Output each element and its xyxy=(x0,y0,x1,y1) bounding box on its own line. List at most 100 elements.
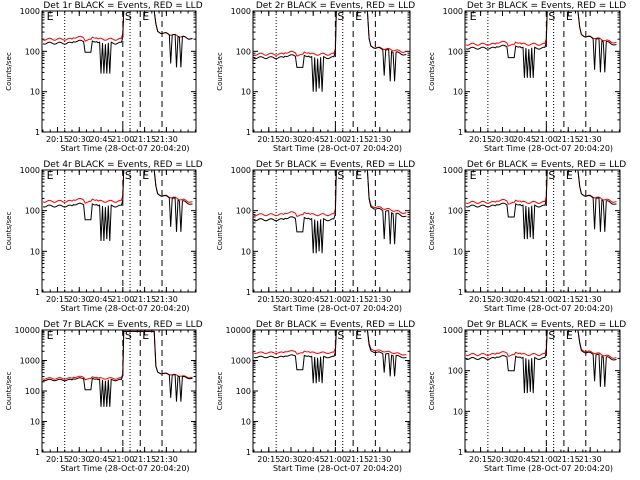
y-tick-label: 1000 xyxy=(231,166,251,175)
y-axis-label: Counts/sec xyxy=(216,372,224,411)
y-tick-label: 100 xyxy=(448,207,463,216)
y-axis-label: Counts/sec xyxy=(5,372,13,411)
x-axis-label: Start Time (28-Oct-07 20:04:20) xyxy=(273,144,402,153)
events-series-line xyxy=(42,10,193,74)
y-tick-label: 10 xyxy=(453,247,463,256)
x-tick-label: 20:15 xyxy=(469,295,492,304)
y-tick-label: 10000 xyxy=(15,326,40,335)
y-tick-label: 1000 xyxy=(443,326,463,335)
chart-title: Det 2r BLACK = Events, RED = LLD xyxy=(256,1,415,11)
x-tick-label: 21:15 xyxy=(133,295,156,304)
chart-title: Det 8r BLACK = Events, RED = LLD xyxy=(256,320,415,330)
chart-title: Det 1r BLACK = Events, RED = LLD xyxy=(43,1,202,11)
event-marker-label: S xyxy=(548,10,555,23)
chart-title: Det 3r BLACK = Events, RED = LLD xyxy=(467,1,626,11)
y-axis-label: Counts/sec xyxy=(216,52,224,91)
x-tick-label: 21:30 xyxy=(368,455,391,464)
y-tick-label: 100 xyxy=(236,387,251,396)
event-marker-label: E xyxy=(566,329,573,342)
x-axis-label: Start Time (28-Oct-07 20:04:20) xyxy=(60,464,189,473)
y-tick-label: 10 xyxy=(30,418,40,427)
y-tick-label: 1 xyxy=(458,128,463,137)
x-tick-label: 20:15 xyxy=(469,455,492,464)
y-tick-label: 10 xyxy=(241,88,251,97)
y-axis-label: Counts/sec xyxy=(5,212,13,251)
x-tick-label: 21:15 xyxy=(346,135,369,144)
x-tick-label: 21:30 xyxy=(368,135,391,144)
chart-title: Det 4r BLACK = Events, RED = LLD xyxy=(43,160,202,170)
y-tick-label: 1 xyxy=(35,288,40,297)
y-tick-label: 1 xyxy=(458,448,463,457)
x-tick-label: 20:30 xyxy=(279,295,302,304)
y-tick-label: 1000 xyxy=(20,7,40,16)
y-tick-label: 1 xyxy=(458,288,463,297)
chart-panel: Det 1r BLACK = Events, RED = LLD Counts/s… xyxy=(5,1,203,153)
event-marker-label: E xyxy=(142,169,149,182)
x-tick-label: 20:45 xyxy=(302,135,325,144)
chart-panel: Det 9r BLACK = Events, RED = LLD Counts/s… xyxy=(428,320,626,473)
event-marker-label: S xyxy=(337,10,344,23)
y-axis-label: Counts/sec xyxy=(428,212,436,251)
event-marker-label: S xyxy=(548,169,555,182)
y-tick-label: 1000 xyxy=(443,7,463,16)
y-axis-label: Counts/sec xyxy=(5,52,13,91)
x-axis-label: Start Time (28-Oct-07 20:04:20) xyxy=(273,464,402,473)
x-tick-label: 20:15 xyxy=(46,295,69,304)
x-tick-label: 20:45 xyxy=(90,295,113,304)
x-tick-label: 20:30 xyxy=(279,455,302,464)
event-marker-label: E xyxy=(47,169,54,182)
x-axis-label: Start Time (28-Oct-07 20:04:20) xyxy=(60,144,189,153)
events-series-line xyxy=(253,329,407,384)
chart-panel: Det 7r BLACK = Events, RED = LLD Counts/s… xyxy=(5,320,203,473)
x-tick-label: 20:15 xyxy=(257,135,280,144)
chart-panel: Det 6r BLACK = Events, RED = LLD Counts/s… xyxy=(428,160,626,313)
x-tick-label: 20:45 xyxy=(513,295,536,304)
chart-panel: Det 3r BLACK = Events, RED = LLD Counts/s… xyxy=(428,1,626,153)
x-tick-label: 21:00 xyxy=(535,295,558,304)
x-tick-label: 20:30 xyxy=(491,135,514,144)
y-tick-label: 1000 xyxy=(231,7,251,16)
y-tick-label: 10 xyxy=(241,247,251,256)
x-tick-label: 21:00 xyxy=(111,295,134,304)
x-tick-label: 20:30 xyxy=(68,295,91,304)
y-axis-label: Counts/sec xyxy=(216,212,224,251)
x-tick-label: 20:45 xyxy=(302,455,325,464)
x-tick-label: 21:00 xyxy=(324,135,347,144)
event-marker-label: E xyxy=(47,329,54,342)
x-tick-label: 20:45 xyxy=(90,135,113,144)
lld-series-line xyxy=(42,169,193,204)
event-marker-label: S xyxy=(125,329,132,342)
y-tick-label: 100 xyxy=(236,207,251,216)
plot-frame xyxy=(41,10,197,133)
event-marker-label: S xyxy=(548,329,555,342)
plot-frame xyxy=(464,169,621,293)
x-tick-label: 20:30 xyxy=(68,455,91,464)
lld-series-line xyxy=(253,169,407,217)
plot-frame xyxy=(464,10,621,133)
x-tick-label: 21:00 xyxy=(324,455,347,464)
x-tick-label: 21:00 xyxy=(324,295,347,304)
x-tick-label: 20:15 xyxy=(469,135,492,144)
event-marker-label: E xyxy=(47,10,54,23)
x-tick-label: 21:15 xyxy=(346,455,369,464)
event-marker-label: E xyxy=(355,10,362,23)
lld-series-line xyxy=(253,329,407,356)
x-axis-label: Start Time (28-Oct-07 20:04:20) xyxy=(60,304,189,313)
y-tick-label: 100 xyxy=(448,367,463,376)
events-series-line xyxy=(465,169,617,240)
x-tick-label: 21:30 xyxy=(155,135,178,144)
y-tick-label: 1 xyxy=(246,288,251,297)
event-marker-label: S xyxy=(337,329,344,342)
x-axis-label: Start Time (28-Oct-07 20:04:20) xyxy=(273,304,402,313)
x-tick-label: 21:00 xyxy=(535,455,558,464)
y-tick-label: 100 xyxy=(236,47,251,56)
event-marker-label: E xyxy=(355,329,362,342)
x-tick-label: 20:15 xyxy=(257,455,280,464)
y-tick-label: 1 xyxy=(246,448,251,457)
x-axis-label: Start Time (28-Oct-07 20:04:20) xyxy=(484,464,613,473)
x-tick-label: 20:30 xyxy=(279,135,302,144)
lld-series-line xyxy=(465,329,617,359)
y-tick-label: 1000 xyxy=(20,166,40,175)
events-series-line xyxy=(42,169,193,242)
